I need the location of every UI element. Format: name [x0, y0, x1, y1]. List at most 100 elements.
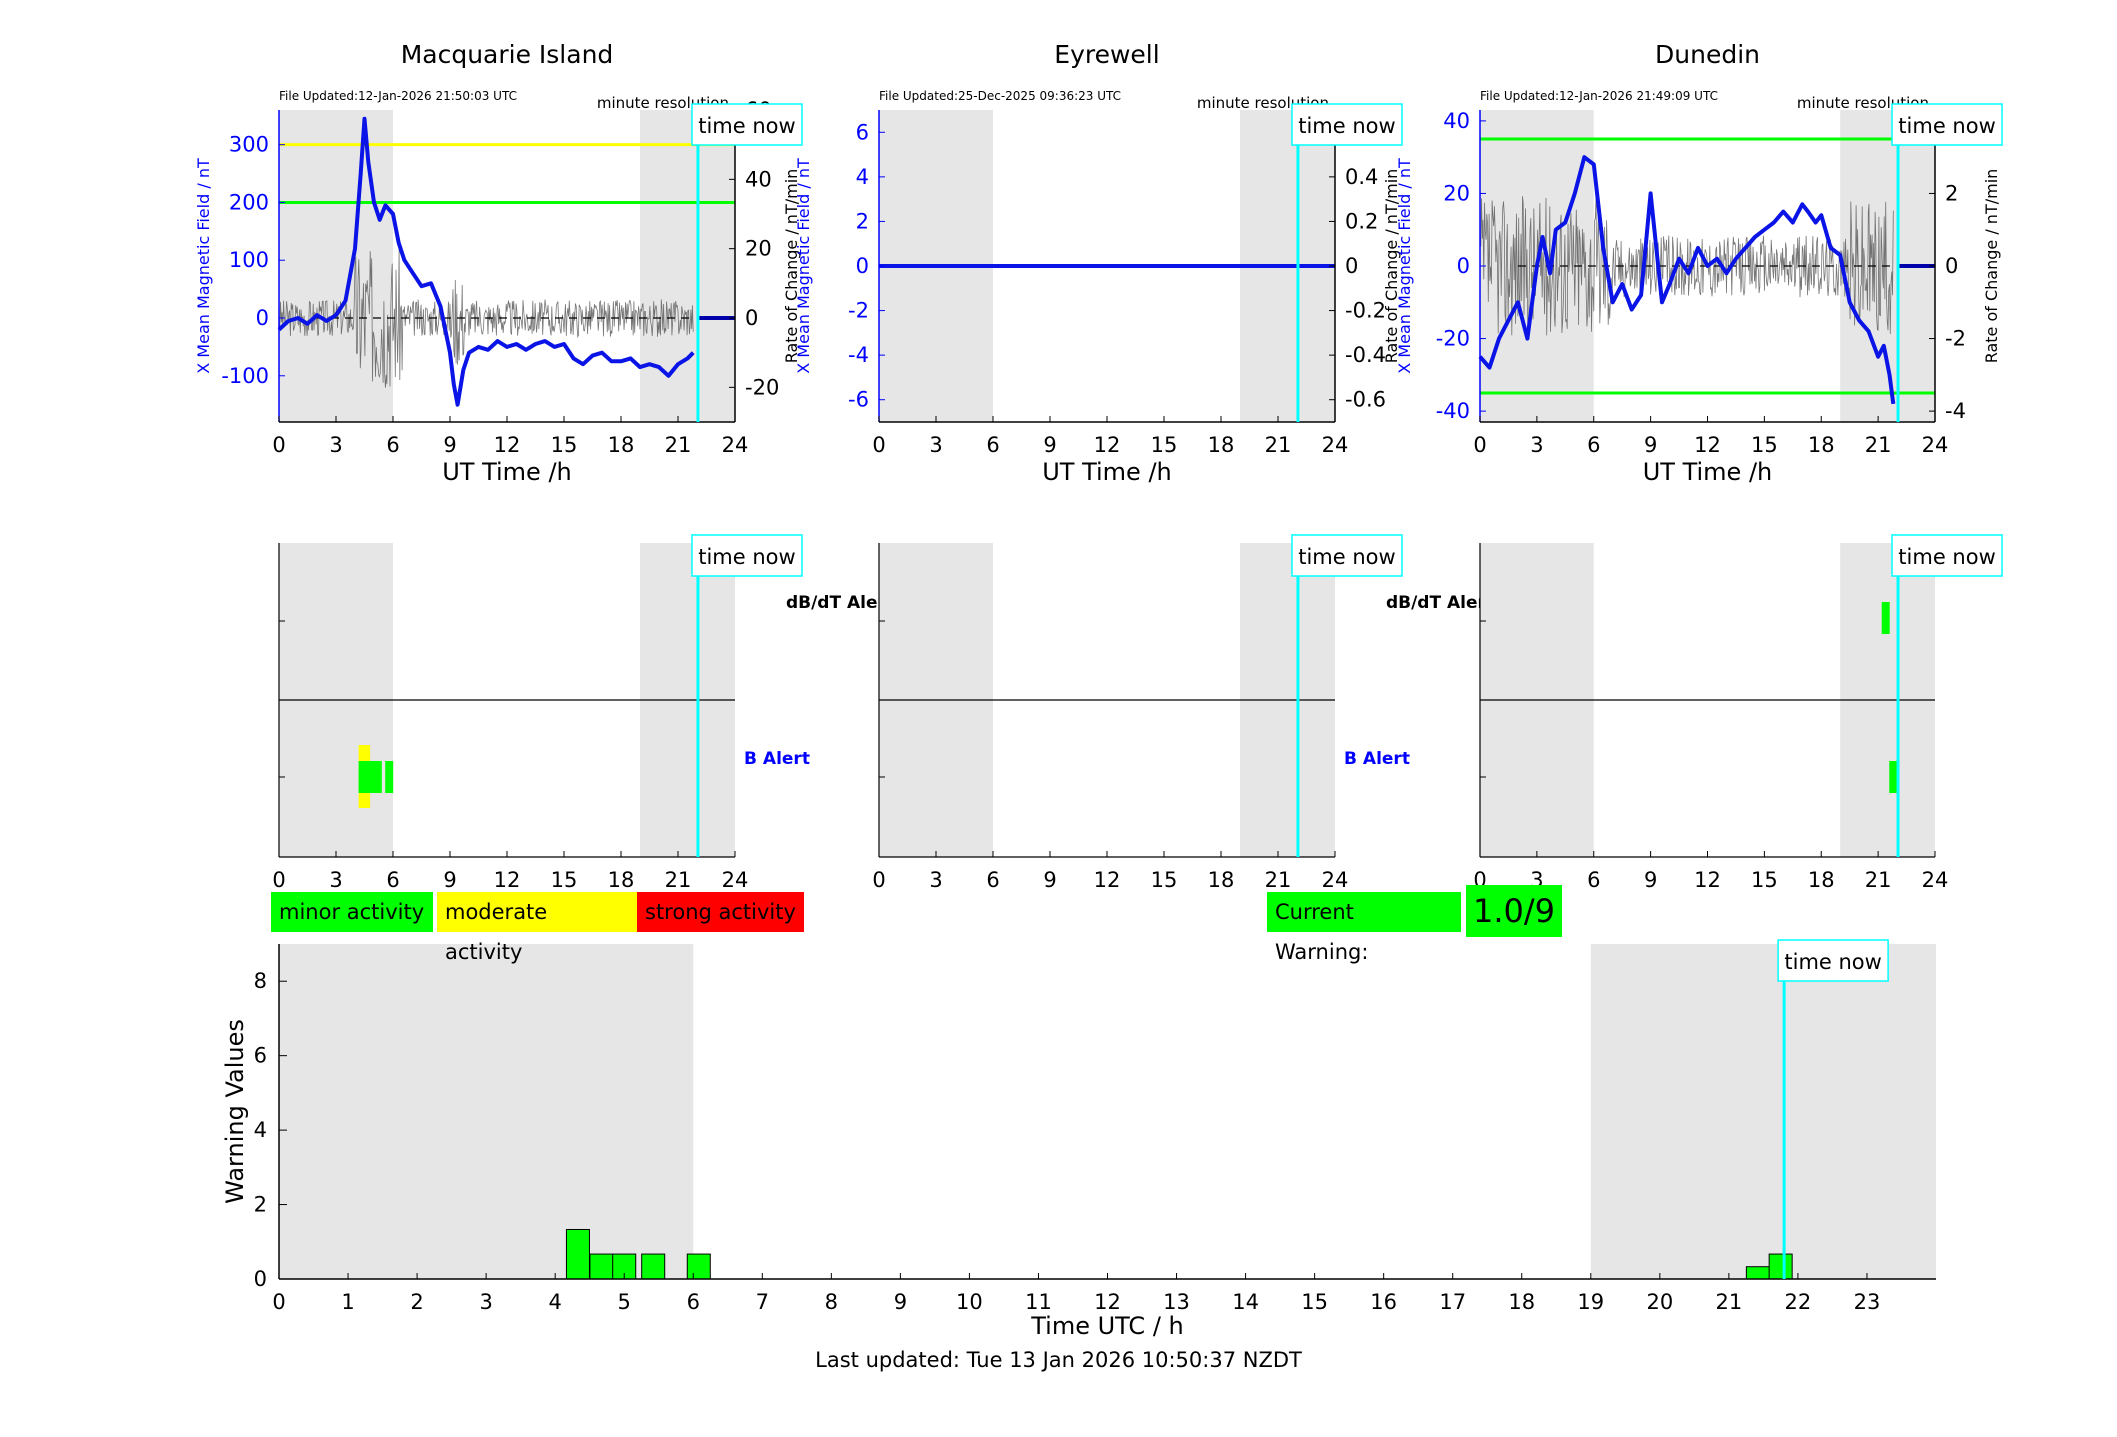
- b-alert-minor-macquarie-island-3: [373, 761, 382, 793]
- right-axis-label-eyrewell: Rate of Change / nT/min: [1382, 169, 1401, 364]
- last-updated: Last updated: Tue 13 Jan 2026 10:50:37 N…: [815, 1348, 1302, 1372]
- warning-x-tick-label: 1: [341, 1290, 354, 1314]
- x-tick-label-dunedin: 15: [1751, 433, 1778, 457]
- x-tick-label-dunedin: 18: [1808, 433, 1835, 457]
- warning-y-tick-label: 4: [254, 1118, 267, 1142]
- x-tick-label-macquarie-island: 21: [665, 433, 692, 457]
- warning-x-tick-label: 13: [1163, 1290, 1190, 1314]
- warning-x-axis-label: Time UTC / h: [1030, 1312, 1184, 1340]
- x-tick-label-dunedin: 12: [1694, 433, 1721, 457]
- x-tick-label-eyrewell: 12: [1094, 433, 1121, 457]
- warning-bar-0: [565, 1228, 590, 1280]
- left-tick-label-dunedin: -40: [1436, 399, 1470, 423]
- station-title-eyrewell: Eyrewell: [1054, 40, 1159, 69]
- x-tick-label-eyrewell: 3: [929, 433, 942, 457]
- right-axis-label-dunedin: Rate of Change / nT/min: [1982, 169, 2001, 364]
- alert-time-now-label-dunedin: time now: [1898, 545, 1995, 569]
- dbdt-alert-minor-dunedin-0: [1881, 602, 1890, 634]
- b-alert-minor-macquarie-island-2: [368, 761, 377, 793]
- right-tick-label-macquarie-island: 40: [745, 167, 772, 191]
- warning-x-tick-label: 17: [1439, 1290, 1466, 1314]
- left-tick-label-dunedin: 20: [1443, 181, 1470, 205]
- left-tick-label-dunedin: 0: [1457, 254, 1470, 278]
- alert-x-tick-label-macquarie-island: 15: [551, 868, 578, 892]
- right-tick-label-macquarie-island: -20: [745, 375, 779, 399]
- right-tick-label-eyrewell: 0: [1345, 254, 1358, 278]
- b-alert-label-eyrewell: B Alert: [1344, 749, 1410, 769]
- warning-y-tick-label: 6: [254, 1044, 267, 1068]
- right-tick-label-dunedin: 0: [1945, 254, 1958, 278]
- left-tick-label-macquarie-island: 100: [229, 248, 269, 272]
- left-tick-label-macquarie-island: 200: [229, 190, 269, 214]
- warning-bar-5: [1745, 1266, 1770, 1280]
- right-tick-label-eyrewell: -0.2: [1345, 299, 1386, 323]
- alert-time-now-label-eyrewell: time now: [1298, 545, 1395, 569]
- b-alert-minor-macquarie-island-0: [358, 761, 367, 793]
- b-alert-minor-dunedin-0: [1889, 761, 1898, 793]
- x-tick-label-eyrewell: 15: [1151, 433, 1178, 457]
- x-tick-label-macquarie-island: 6: [386, 433, 399, 457]
- left-tick-label-eyrewell: 2: [856, 209, 869, 233]
- warning-time-now-box: [1777, 939, 1889, 982]
- x-axis-label-dunedin: UT Time /h: [1643, 458, 1773, 486]
- x-tick-label-macquarie-island: 12: [494, 433, 521, 457]
- warning-x-tick-label: 0: [272, 1290, 285, 1314]
- alert-x-tick-label-eyrewell: 0: [872, 868, 885, 892]
- time-now-box-eyrewell: [1291, 103, 1403, 146]
- x-tick-label-eyrewell: 24: [1322, 433, 1349, 457]
- warning-x-tick-label: 5: [618, 1290, 631, 1314]
- file-updated-macquarie-island: File Updated:12-Jan-2026 21:50:03 UTC: [279, 89, 517, 103]
- warning-time-now-label: time now: [1784, 950, 1881, 974]
- right-tick-label-eyrewell: 0.2: [1345, 209, 1378, 233]
- rate-of-change-series-macquarie-island: [278, 247, 694, 388]
- warning-x-tick-label: 22: [1785, 1290, 1812, 1314]
- night-shade-macquarie-island-0: [279, 110, 393, 422]
- file-updated-dunedin: File Updated:12-Jan-2026 21:49:09 UTC: [1480, 89, 1718, 103]
- right-tick-label-dunedin: -4: [1945, 399, 1966, 423]
- x-tick-label-dunedin: 0: [1473, 433, 1486, 457]
- left-tick-label-eyrewell: 6: [856, 120, 869, 144]
- right-axis-label-macquarie-island: Rate of Change / nT/min: [782, 169, 801, 364]
- left-tick-label-macquarie-island: 0: [256, 306, 269, 330]
- x-tick-label-macquarie-island: 15: [551, 433, 578, 457]
- left-tick-label-macquarie-island: 300: [229, 133, 269, 157]
- alert-x-tick-label-eyrewell: 12: [1094, 868, 1121, 892]
- warning-x-tick-label: 10: [956, 1290, 983, 1314]
- time-now-label-dunedin: time now: [1898, 114, 1995, 138]
- warning-bar-1: [589, 1253, 614, 1280]
- left-tick-label-dunedin: -20: [1436, 327, 1470, 351]
- alert-time-now-box-dunedin: [1891, 534, 2003, 577]
- x-axis-label-eyrewell: UT Time /h: [1042, 458, 1172, 486]
- alert-x-tick-label-dunedin: 21: [1865, 868, 1892, 892]
- alert-time-now-box-eyrewell: [1291, 534, 1403, 577]
- left-tick-label-dunedin: 40: [1443, 109, 1470, 133]
- x-tick-label-eyrewell: 9: [1043, 433, 1056, 457]
- warning-x-tick-label: 20: [1646, 1290, 1673, 1314]
- left-axis-label-eyrewell: X Mean Magnetic Field / nT: [794, 158, 813, 374]
- left-tick-label-eyrewell: -4: [848, 343, 869, 367]
- b-alert-label-macquarie-island: B Alert: [744, 749, 810, 769]
- alert-x-tick-label-macquarie-island: 12: [494, 868, 521, 892]
- file-updated-eyrewell: File Updated:25-Dec-2025 09:36:23 UTC: [879, 89, 1121, 103]
- alert-x-tick-label-dunedin: 9: [1644, 868, 1657, 892]
- warning-x-tick-label: 2: [410, 1290, 423, 1314]
- warning-bar-3: [641, 1253, 666, 1280]
- x-axis-label-macquarie-island: UT Time /h: [442, 458, 572, 486]
- x-tick-label-dunedin: 24: [1922, 433, 1949, 457]
- warning-x-tick-label: 19: [1577, 1290, 1604, 1314]
- legend-minor-activity: minor activity: [271, 892, 433, 932]
- x-tick-label-eyrewell: 0: [872, 433, 885, 457]
- warning-x-tick-label: 11: [1025, 1290, 1052, 1314]
- field-series-dunedin: [1478, 155, 1896, 405]
- alert-x-tick-label-macquarie-island: 0: [272, 868, 285, 892]
- right-tick-label-eyrewell: 0.4: [1345, 165, 1378, 189]
- x-tick-label-dunedin: 6: [1587, 433, 1600, 457]
- warning-x-tick-label: 8: [825, 1290, 838, 1314]
- alert-x-tick-label-dunedin: 18: [1808, 868, 1835, 892]
- warning-x-tick-label: 6: [687, 1290, 700, 1314]
- x-tick-label-macquarie-island: 24: [722, 433, 749, 457]
- left-tick-label-macquarie-island: -100: [221, 364, 269, 388]
- legend-strong-activity: strong activity: [637, 892, 804, 932]
- warning-x-tick-label: 15: [1301, 1290, 1328, 1314]
